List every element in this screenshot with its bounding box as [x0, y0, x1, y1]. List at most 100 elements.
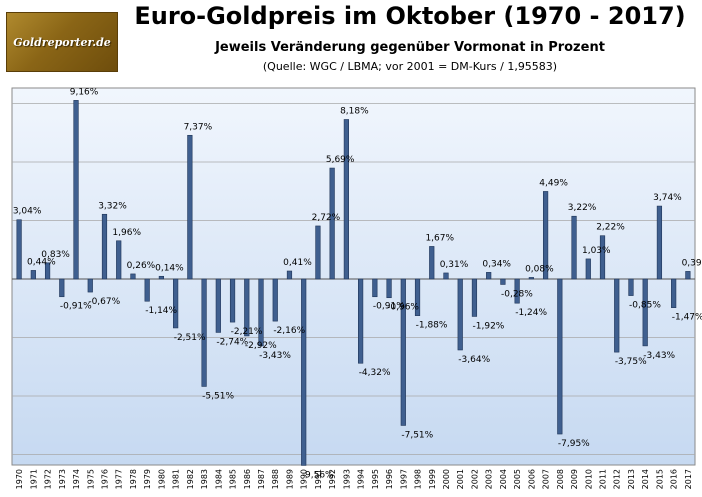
year-tick-1993: 1993 — [342, 469, 351, 489]
data-label-1976: 3,32% — [98, 201, 127, 211]
data-label-1974: 9,16% — [70, 87, 99, 97]
bar-1981 — [173, 278, 179, 329]
year-tick-2002: 2002 — [470, 469, 479, 489]
data-label-2010: 1,03% — [582, 246, 611, 256]
year-tick-1977: 1977 — [115, 469, 124, 489]
data-label-1993: 8,18% — [340, 106, 369, 116]
year-tick-1996: 1996 — [385, 469, 394, 489]
data-label-1988: -2,16% — [273, 326, 305, 336]
data-label-2001: -3,64% — [458, 355, 490, 365]
data-label-2003: 0,34% — [482, 259, 511, 269]
data-label-1975: -0,67% — [88, 297, 120, 307]
bar-1988 — [272, 278, 278, 322]
bar-1975 — [87, 278, 93, 293]
year-tick-1982: 1982 — [186, 469, 195, 489]
data-label-2006: 0,08% — [525, 264, 554, 274]
year-tick-2015: 2015 — [655, 469, 664, 489]
year-tick-1998: 1998 — [414, 469, 423, 489]
data-label-1989: 0,41% — [283, 258, 312, 268]
bar-2009 — [571, 215, 577, 280]
data-label-1985: -2,21% — [231, 327, 263, 337]
year-tick-1997: 1997 — [399, 469, 408, 489]
year-tick-1985: 1985 — [229, 469, 238, 489]
year-tick-1987: 1987 — [257, 469, 266, 489]
chart-subtitle: Jeweils Veränderung gegenüber Vormonat i… — [215, 40, 605, 55]
data-label-1991: 2,72% — [312, 213, 341, 223]
data-label-2016: -1,47% — [672, 313, 702, 323]
bar-1976 — [101, 213, 108, 280]
data-label-2013: -0,85% — [629, 301, 661, 311]
data-label-1980: 0,14% — [155, 263, 184, 273]
data-label-1999: 1,67% — [425, 233, 454, 243]
data-label-1995: -0,91% — [373, 302, 405, 312]
data-label-2000: 0,31% — [440, 260, 469, 270]
bar-1997 — [400, 278, 406, 426]
data-label-1978: 0,26% — [127, 261, 156, 271]
year-tick-1975: 1975 — [86, 469, 95, 489]
bar-1996 — [386, 278, 392, 299]
bar-2012 — [614, 278, 620, 353]
data-label-1973: -0,91% — [60, 302, 92, 312]
bar-1986 — [244, 278, 250, 337]
data-label-2017: 0,39% — [682, 258, 702, 268]
data-label-1972: 0,83% — [41, 250, 70, 260]
bar-2016 — [671, 278, 677, 308]
bar-1998 — [414, 278, 421, 316]
bar-2006 — [528, 277, 534, 280]
data-label-1987: -3,43% — [259, 351, 291, 361]
year-tick-2012: 2012 — [613, 469, 622, 489]
year-tick-1984: 1984 — [214, 469, 223, 489]
data-label-2014: -3,43% — [643, 351, 675, 361]
bar-2011 — [599, 235, 606, 280]
bar-1989 — [286, 270, 293, 280]
year-tick-1981: 1981 — [172, 469, 181, 489]
bar-1972 — [44, 262, 51, 280]
year-tick-1991: 1991 — [314, 469, 323, 489]
year-tick-2013: 2013 — [627, 469, 636, 489]
data-label-1984: -2,74% — [216, 337, 248, 347]
data-label-2007: 4,49% — [539, 178, 568, 188]
year-tick-1990: 1990 — [300, 469, 309, 489]
bar-2010 — [585, 258, 591, 280]
year-tick-1978: 1978 — [129, 469, 138, 489]
data-label-1981: -2,51% — [174, 333, 206, 343]
bar-1971 — [30, 270, 36, 280]
year-tick-1980: 1980 — [157, 469, 166, 489]
bar-1974 — [73, 100, 79, 280]
year-tick-1983: 1983 — [200, 469, 209, 489]
bar-2003 — [486, 272, 492, 280]
bar-1983 — [201, 278, 207, 387]
bar-2015 — [656, 205, 663, 280]
bar-2000 — [443, 272, 449, 280]
bar-1999 — [429, 246, 435, 280]
bar-2014 — [642, 278, 648, 347]
bar-1973 — [59, 278, 65, 298]
year-tick-1973: 1973 — [58, 469, 67, 489]
data-label-1996: -0,96% — [387, 303, 419, 313]
year-tick-1972: 1972 — [44, 469, 53, 489]
data-label-1998: -1,88% — [416, 321, 448, 331]
bar-1990 — [301, 278, 307, 466]
year-tick-1974: 1974 — [72, 469, 81, 489]
bar-2001 — [457, 278, 463, 351]
data-label-1997: -7,51% — [401, 430, 433, 440]
year-tick-1979: 1979 — [143, 469, 152, 489]
data-label-2009: 3,22% — [568, 203, 597, 213]
data-label-1986: -2,92% — [245, 341, 277, 351]
bar-2004 — [500, 278, 506, 285]
data-label-1983: -5,51% — [202, 391, 234, 401]
bar-1987 — [258, 278, 264, 347]
data-label-1971: 0,44% — [27, 257, 56, 267]
data-label-2015: 3,74% — [653, 193, 682, 203]
year-tick-2000: 2000 — [442, 469, 451, 489]
bar-1985 — [229, 278, 236, 323]
goldreporter-logo[interactable]: Goldreporter.de — [6, 12, 118, 72]
year-tick-1995: 1995 — [371, 469, 380, 489]
year-tick-1986: 1986 — [243, 469, 252, 489]
year-tick-2005: 2005 — [513, 469, 522, 489]
year-tick-1971: 1971 — [29, 469, 38, 489]
plot-area — [11, 87, 696, 466]
bar-1991 — [315, 225, 321, 280]
bar-2017 — [685, 271, 691, 280]
year-tick-2010: 2010 — [584, 469, 593, 489]
